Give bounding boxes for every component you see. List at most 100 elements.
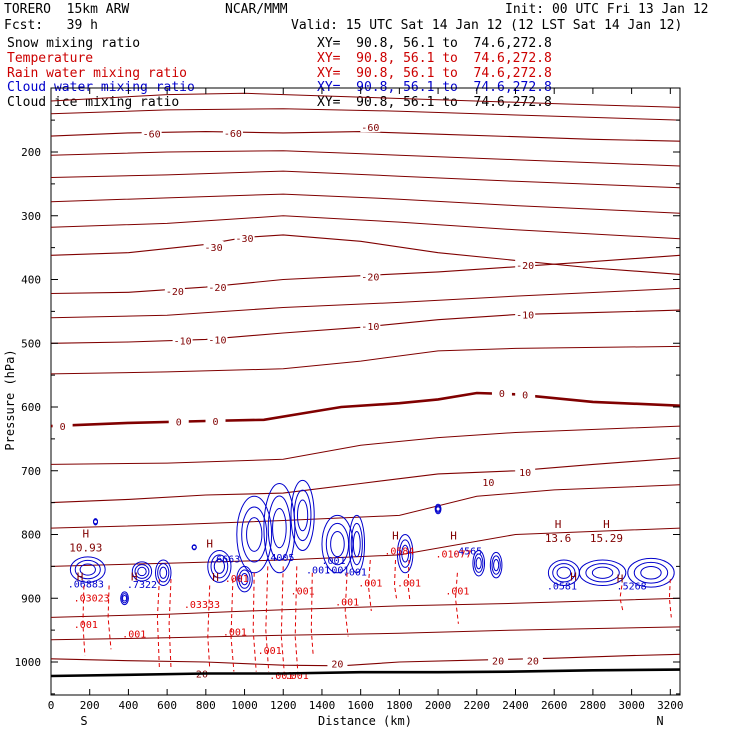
temperature-contour bbox=[50, 215, 681, 240]
temperature-label-bg bbox=[52, 420, 73, 432]
temperature-label-bg bbox=[360, 320, 381, 332]
cloud-water-label: .0581 bbox=[547, 582, 577, 593]
rain-water-contour bbox=[207, 585, 211, 669]
temperature-label: -60 bbox=[143, 130, 161, 141]
temperature-label-bg bbox=[488, 654, 509, 666]
cloud-water-contour bbox=[350, 522, 363, 566]
cloud-water-contour bbox=[272, 507, 287, 549]
rain-water-contour bbox=[168, 579, 172, 669]
temperature-label-bg bbox=[168, 415, 189, 427]
temperature-label: -30 bbox=[236, 234, 254, 245]
cloud-water-contour bbox=[210, 554, 229, 579]
plot-frame bbox=[50, 87, 681, 696]
temperature-label: 10 bbox=[482, 478, 494, 489]
temperature-label-bg bbox=[207, 333, 228, 345]
cloud-water-contour bbox=[585, 563, 620, 583]
model-title: TORERO 15km ARW bbox=[4, 2, 130, 17]
cloud-water-contour bbox=[401, 544, 410, 563]
cloud-water-contour bbox=[348, 514, 366, 574]
temperature-label: 0 bbox=[522, 390, 528, 401]
x-axis-title: Distance (km) bbox=[318, 714, 412, 728]
y-tick-label: 200 bbox=[21, 146, 41, 159]
cloud-water-label: .5268 bbox=[617, 582, 647, 593]
cloud-water-contour bbox=[472, 549, 486, 577]
cloud-water-contour bbox=[241, 506, 268, 563]
rain-water-label: .001 bbox=[291, 587, 315, 598]
y-tick-label: 600 bbox=[21, 401, 41, 414]
cloud-water-contour bbox=[578, 559, 627, 586]
cloud-water-label: .6663 bbox=[210, 555, 240, 566]
temperature-label-bg bbox=[141, 127, 162, 139]
temperature-label-bg bbox=[327, 657, 348, 669]
cloud-water-contour bbox=[236, 495, 273, 574]
y-tick-label: 800 bbox=[21, 529, 41, 542]
x-tick-label: 1600 bbox=[347, 699, 374, 712]
cloud-water-contour bbox=[213, 558, 225, 574]
x-tick-label: 1800 bbox=[386, 699, 413, 712]
cloud-water-contour bbox=[240, 573, 249, 586]
rain-water-label: .03333 bbox=[184, 600, 220, 611]
high-marker: H bbox=[603, 518, 610, 531]
cloud-water-contour bbox=[131, 561, 153, 582]
x-tick-label: 2600 bbox=[541, 699, 568, 712]
x-tick-label: 800 bbox=[196, 699, 216, 712]
cloud-water-contour bbox=[191, 544, 197, 550]
rain-water-label: .001 bbox=[445, 587, 469, 598]
x-tick-label: 400 bbox=[118, 699, 138, 712]
legend-label-cloud-ice: Cloud ice mixing ratio bbox=[7, 95, 180, 110]
cloud-water-contour bbox=[489, 551, 503, 579]
cloud-water-contour bbox=[352, 530, 361, 558]
cloud-water-contour bbox=[122, 594, 128, 602]
rain-water-label: .001 bbox=[285, 671, 309, 682]
temperature-contour bbox=[50, 457, 681, 504]
temperature-contour bbox=[50, 345, 681, 375]
rain-water-contour bbox=[230, 579, 235, 672]
cloud-water-contour bbox=[493, 558, 500, 572]
cloud-water-label: .001 bbox=[325, 566, 349, 577]
temperature-label-bg bbox=[515, 466, 536, 478]
cloud-water-contour bbox=[434, 503, 442, 515]
x-tick-label: 1000 bbox=[231, 699, 258, 712]
rain-water-contour bbox=[407, 559, 411, 602]
rain-water-contour bbox=[344, 572, 349, 637]
high-marker-value: 15.29 bbox=[590, 532, 623, 545]
rain-water-contour bbox=[454, 572, 459, 624]
temperature-label-bg bbox=[172, 334, 193, 346]
temperature-label-bg bbox=[222, 126, 243, 138]
cloud-water-contour bbox=[552, 563, 576, 583]
temperature-label-bg bbox=[205, 415, 226, 427]
temperature-contour bbox=[50, 653, 681, 667]
cloud-water-contour bbox=[591, 566, 614, 579]
temperature-contour bbox=[50, 626, 681, 641]
temperature-label: -20 bbox=[361, 272, 379, 283]
cloud-water-contour bbox=[293, 489, 312, 542]
rain-water-contour bbox=[393, 559, 397, 599]
cloud-water-contour bbox=[633, 561, 669, 584]
x-tick-label: 2400 bbox=[502, 699, 529, 712]
high-marker-value: 10.93 bbox=[69, 542, 102, 555]
temperature-label: -60 bbox=[224, 129, 242, 140]
y-tick-label: 1000 bbox=[15, 656, 42, 669]
temperature-contour bbox=[50, 597, 681, 618]
cloud-water-contour bbox=[474, 553, 484, 573]
cloud-water-contour bbox=[137, 566, 147, 577]
rain-water-contour bbox=[310, 572, 314, 656]
high-marker-value: 13.6 bbox=[545, 532, 572, 545]
cloud-water-contour bbox=[627, 557, 675, 588]
rain-water-label: .001 bbox=[258, 646, 282, 657]
cloud-water-contour bbox=[79, 563, 96, 576]
temperature-label: 10 bbox=[519, 468, 531, 479]
temperature-label-bg bbox=[478, 476, 499, 488]
cloud-water-contour bbox=[159, 566, 168, 579]
high-marker: H bbox=[77, 570, 84, 583]
cloud-water-contour bbox=[330, 530, 345, 558]
high-marker: H bbox=[83, 528, 90, 541]
cloud-water-contour bbox=[290, 479, 315, 551]
cloud-water-contour bbox=[475, 557, 482, 570]
temperature-label-bg bbox=[207, 281, 228, 293]
temperature-label: 20 bbox=[331, 659, 343, 670]
legend-label-rain: Rain water mixing ratio bbox=[7, 66, 188, 81]
temperature-label-bg bbox=[515, 308, 536, 320]
x-tick-label: 2200 bbox=[464, 699, 491, 712]
